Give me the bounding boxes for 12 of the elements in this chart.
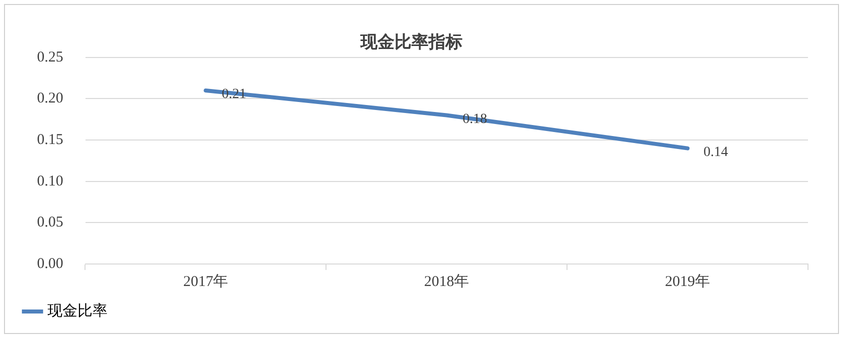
chart-title: 现金比率指标 [360,32,462,52]
data-label: 0.14 [704,144,728,160]
x-tick-label: 2019年 [665,272,710,290]
y-tick-label: 0.00 [37,256,64,272]
y-tick-label: 0.15 [37,132,64,148]
legend-label: 现金比率 [48,302,108,320]
y-tick-label: 0.05 [37,214,64,231]
y-tick-label: 0.20 [37,90,64,107]
x-tick-label: 2018年 [424,272,470,290]
x-tick-label: 2017年 [183,272,228,290]
y-tick-label: 0.10 [37,173,64,190]
y-tick-label: 0.25 [37,49,64,66]
